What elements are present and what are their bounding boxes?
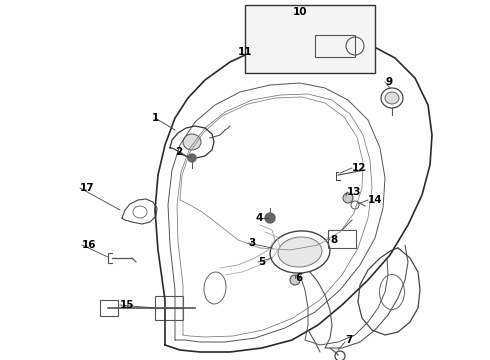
Text: 5: 5 <box>258 257 265 267</box>
Bar <box>155 296 183 320</box>
Text: 12: 12 <box>352 163 367 173</box>
Text: 16: 16 <box>82 240 97 250</box>
Text: 4: 4 <box>255 213 262 223</box>
Circle shape <box>343 193 353 203</box>
Circle shape <box>290 275 300 285</box>
Circle shape <box>188 154 196 162</box>
Text: 9: 9 <box>385 77 392 87</box>
Ellipse shape <box>278 237 322 267</box>
Text: 10: 10 <box>293 7 307 17</box>
Ellipse shape <box>183 134 201 150</box>
Bar <box>100 300 118 316</box>
Text: 15: 15 <box>120 300 134 310</box>
Bar <box>245 5 375 73</box>
Text: 13: 13 <box>347 187 362 197</box>
Ellipse shape <box>385 92 399 104</box>
Circle shape <box>265 213 275 223</box>
Text: 6: 6 <box>295 273 302 283</box>
Text: 3: 3 <box>248 238 255 248</box>
Text: 11: 11 <box>238 47 252 57</box>
Bar <box>328 230 356 248</box>
Text: 7: 7 <box>345 335 352 345</box>
Text: 14: 14 <box>368 195 383 205</box>
Bar <box>315 35 355 57</box>
Text: 1: 1 <box>151 113 159 123</box>
Text: 2: 2 <box>175 147 182 157</box>
Text: 17: 17 <box>80 183 95 193</box>
Text: 8: 8 <box>330 235 337 245</box>
